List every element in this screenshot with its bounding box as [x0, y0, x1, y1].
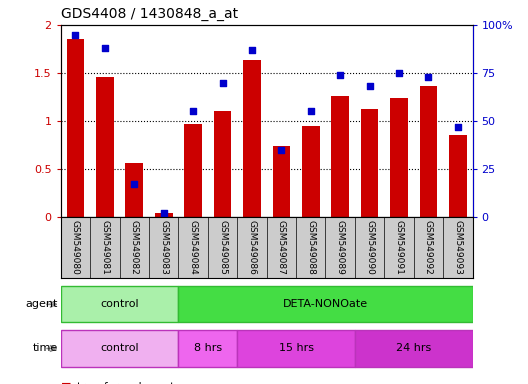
Text: GSM549087: GSM549087 — [277, 220, 286, 275]
Bar — [178, 286, 473, 323]
Point — [336, 72, 344, 78]
Text: transformed count: transformed count — [77, 382, 174, 384]
Bar — [184, 124, 202, 217]
Text: agent: agent — [26, 299, 58, 310]
Text: control: control — [100, 299, 139, 310]
Point — [395, 70, 403, 76]
Point — [248, 47, 256, 53]
Point — [130, 181, 138, 187]
Text: GSM549085: GSM549085 — [218, 220, 227, 275]
Bar — [361, 109, 379, 217]
Bar — [61, 330, 178, 367]
Bar — [61, 286, 178, 323]
Text: GSM549083: GSM549083 — [159, 220, 168, 275]
Bar — [390, 98, 408, 217]
Bar — [420, 86, 437, 217]
Text: GSM549086: GSM549086 — [248, 220, 257, 275]
Text: GSM549082: GSM549082 — [130, 220, 139, 275]
Point — [71, 31, 80, 38]
Bar — [332, 96, 349, 217]
Bar — [126, 163, 143, 217]
Text: GSM549084: GSM549084 — [188, 220, 197, 275]
Text: control: control — [100, 343, 139, 354]
Text: time: time — [33, 343, 58, 354]
Text: GSM549092: GSM549092 — [424, 220, 433, 275]
Text: GSM549091: GSM549091 — [394, 220, 403, 275]
Point — [424, 74, 432, 80]
Bar — [243, 61, 261, 217]
Bar — [155, 213, 173, 217]
Point — [365, 83, 374, 89]
Bar — [272, 146, 290, 217]
Text: GDS4408 / 1430848_a_at: GDS4408 / 1430848_a_at — [61, 7, 238, 21]
Bar — [214, 111, 231, 217]
Text: GSM549081: GSM549081 — [100, 220, 109, 275]
Bar — [67, 40, 84, 217]
Bar — [96, 77, 114, 217]
Bar — [302, 126, 319, 217]
Point — [307, 108, 315, 114]
Bar — [355, 330, 473, 367]
Text: GSM549088: GSM549088 — [306, 220, 315, 275]
Point — [454, 124, 462, 130]
Text: DETA-NONOate: DETA-NONOate — [283, 299, 368, 310]
Bar — [178, 330, 237, 367]
Point — [159, 210, 168, 216]
Text: GSM549090: GSM549090 — [365, 220, 374, 275]
Point — [277, 147, 286, 153]
Text: GSM549089: GSM549089 — [336, 220, 345, 275]
Text: 8 hrs: 8 hrs — [194, 343, 222, 354]
Point — [101, 45, 109, 51]
Bar — [449, 136, 467, 217]
Text: GSM549093: GSM549093 — [454, 220, 463, 275]
Text: GSM549080: GSM549080 — [71, 220, 80, 275]
Text: 24 hrs: 24 hrs — [396, 343, 431, 354]
Text: ■: ■ — [61, 382, 71, 384]
Text: 15 hrs: 15 hrs — [279, 343, 314, 354]
Point — [189, 108, 197, 114]
Bar — [237, 330, 355, 367]
Point — [218, 79, 227, 86]
